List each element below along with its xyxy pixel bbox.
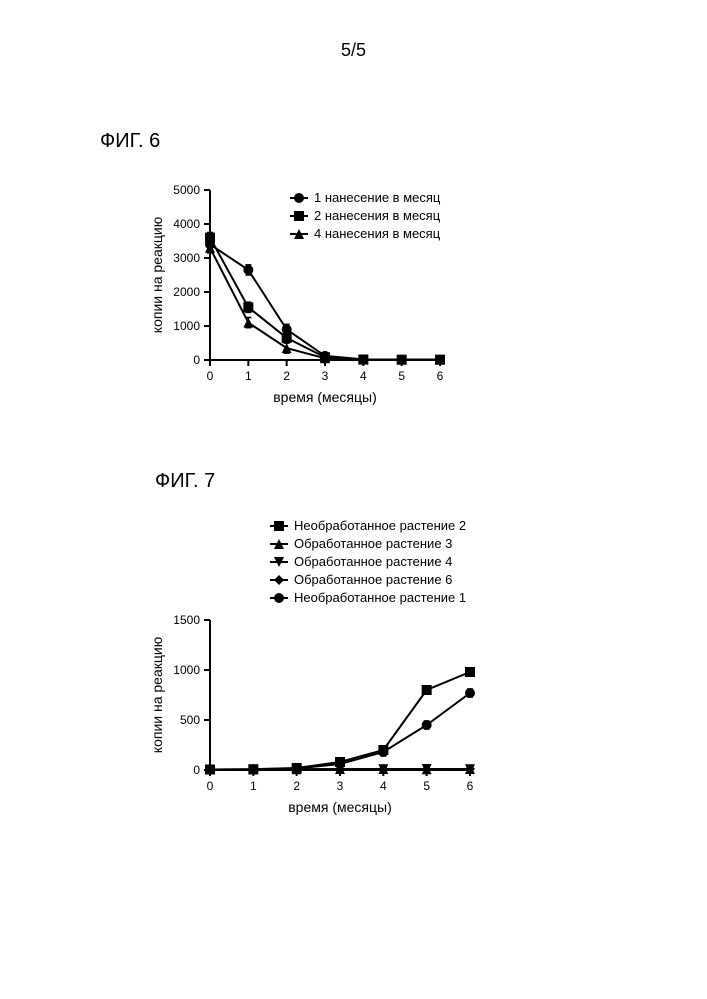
svg-text:Обработанное растение 6: Обработанное растение 6 [294,572,452,587]
svg-text:Обработанное растение 4: Обработанное растение 4 [294,554,452,569]
svg-text:3: 3 [322,369,329,383]
svg-text:Обработанное растение 3: Обработанное растение 3 [294,536,452,551]
svg-text:1000: 1000 [173,319,200,333]
svg-text:1500: 1500 [173,613,200,627]
svg-text:6: 6 [437,369,444,383]
svg-text:0: 0 [207,369,214,383]
svg-text:Необработанное растение 1: Необработанное растение 1 [294,590,466,605]
svg-text:время (месяцы): время (месяцы) [273,389,377,405]
svg-text:1: 1 [245,369,252,383]
svg-text:4 нанесения в месяц: 4 нанесения в месяц [314,226,441,241]
svg-text:1: 1 [250,779,257,793]
svg-text:3000: 3000 [173,251,200,265]
svg-text:2: 2 [283,369,290,383]
svg-text:2: 2 [293,779,300,793]
svg-text:5000: 5000 [173,183,200,197]
svg-text:500: 500 [180,713,200,727]
svg-text:время (месяцы): время (месяцы) [288,799,392,815]
svg-text:1 нанесение в месяц: 1 нанесение в месяц [314,190,441,205]
svg-text:0: 0 [207,779,214,793]
svg-text:2000: 2000 [173,285,200,299]
svg-text:1000: 1000 [173,663,200,677]
fig7-chart: 0 1 2 3 4 5 6 0 500 1000 1500 время (месяцы) копии н… [140,510,580,830]
svg-text:5: 5 [423,779,430,793]
svg-text:0: 0 [193,763,200,777]
svg-text:6: 6 [467,779,474,793]
svg-text:2 нанесения в месяц: 2 нанесения в месяц [314,208,441,223]
svg-text:0: 0 [193,353,200,367]
svg-text:копии на реакцию: копии на реакцию [149,637,165,753]
fig6-label: ФИГ. 6 [100,130,160,153]
page-number: 5/5 [0,0,707,61]
svg-text:Необработанное растение 2: Необработанное растение 2 [294,518,466,533]
svg-text:3: 3 [337,779,344,793]
svg-text:копии на реакцию: копии на реакцию [149,217,165,333]
svg-text:5: 5 [398,369,405,383]
svg-text:4000: 4000 [173,217,200,231]
fig7-label: ФИГ. 7 [155,470,215,493]
svg-text:4: 4 [380,779,387,793]
svg-text:4: 4 [360,369,367,383]
fig6-chart: 0 1 2 3 4 5 6 0 1000 2000 3000 4000 5000 время (месяц… [140,170,560,420]
